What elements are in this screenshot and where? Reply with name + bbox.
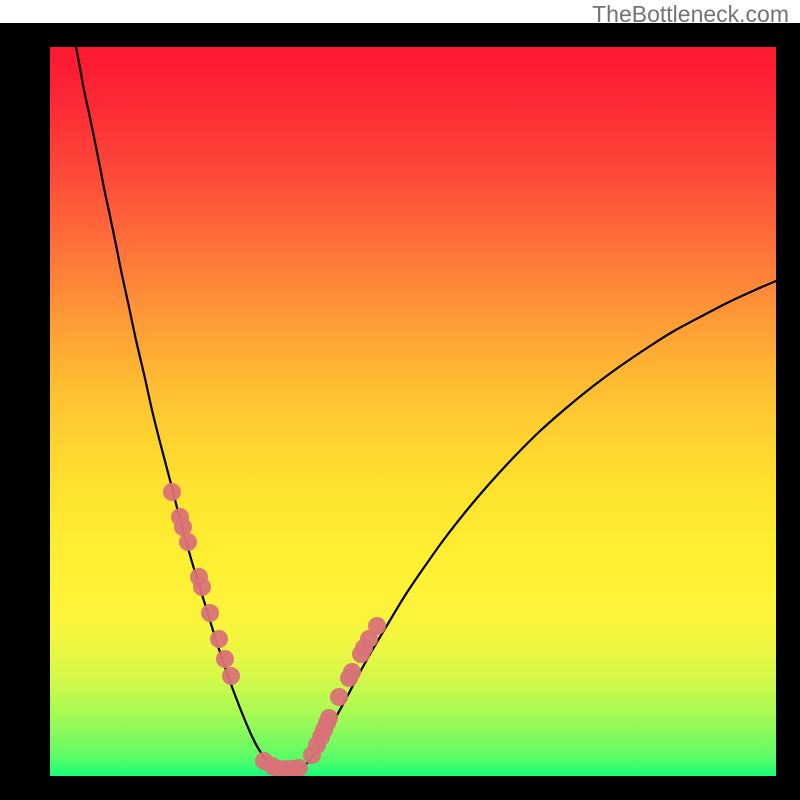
curve-marker-dot <box>201 604 219 622</box>
curve-marker-dot <box>179 533 197 551</box>
chart-gradient-background <box>50 47 776 776</box>
curve-marker-dot <box>320 709 338 727</box>
bottleneck-curve-chart <box>0 0 800 800</box>
curve-marker-dot <box>210 630 228 648</box>
curve-marker-dot <box>343 663 361 681</box>
curve-marker-dot <box>216 650 234 668</box>
curve-marker-dot <box>368 617 386 635</box>
watermark-text: TheBottleneck.com <box>592 1 789 28</box>
curve-marker-dot <box>222 667 240 685</box>
curve-marker-dot <box>330 688 348 706</box>
curve-marker-dot <box>193 578 211 596</box>
curve-marker-dot <box>163 483 181 501</box>
curve-marker-dot <box>290 759 308 777</box>
